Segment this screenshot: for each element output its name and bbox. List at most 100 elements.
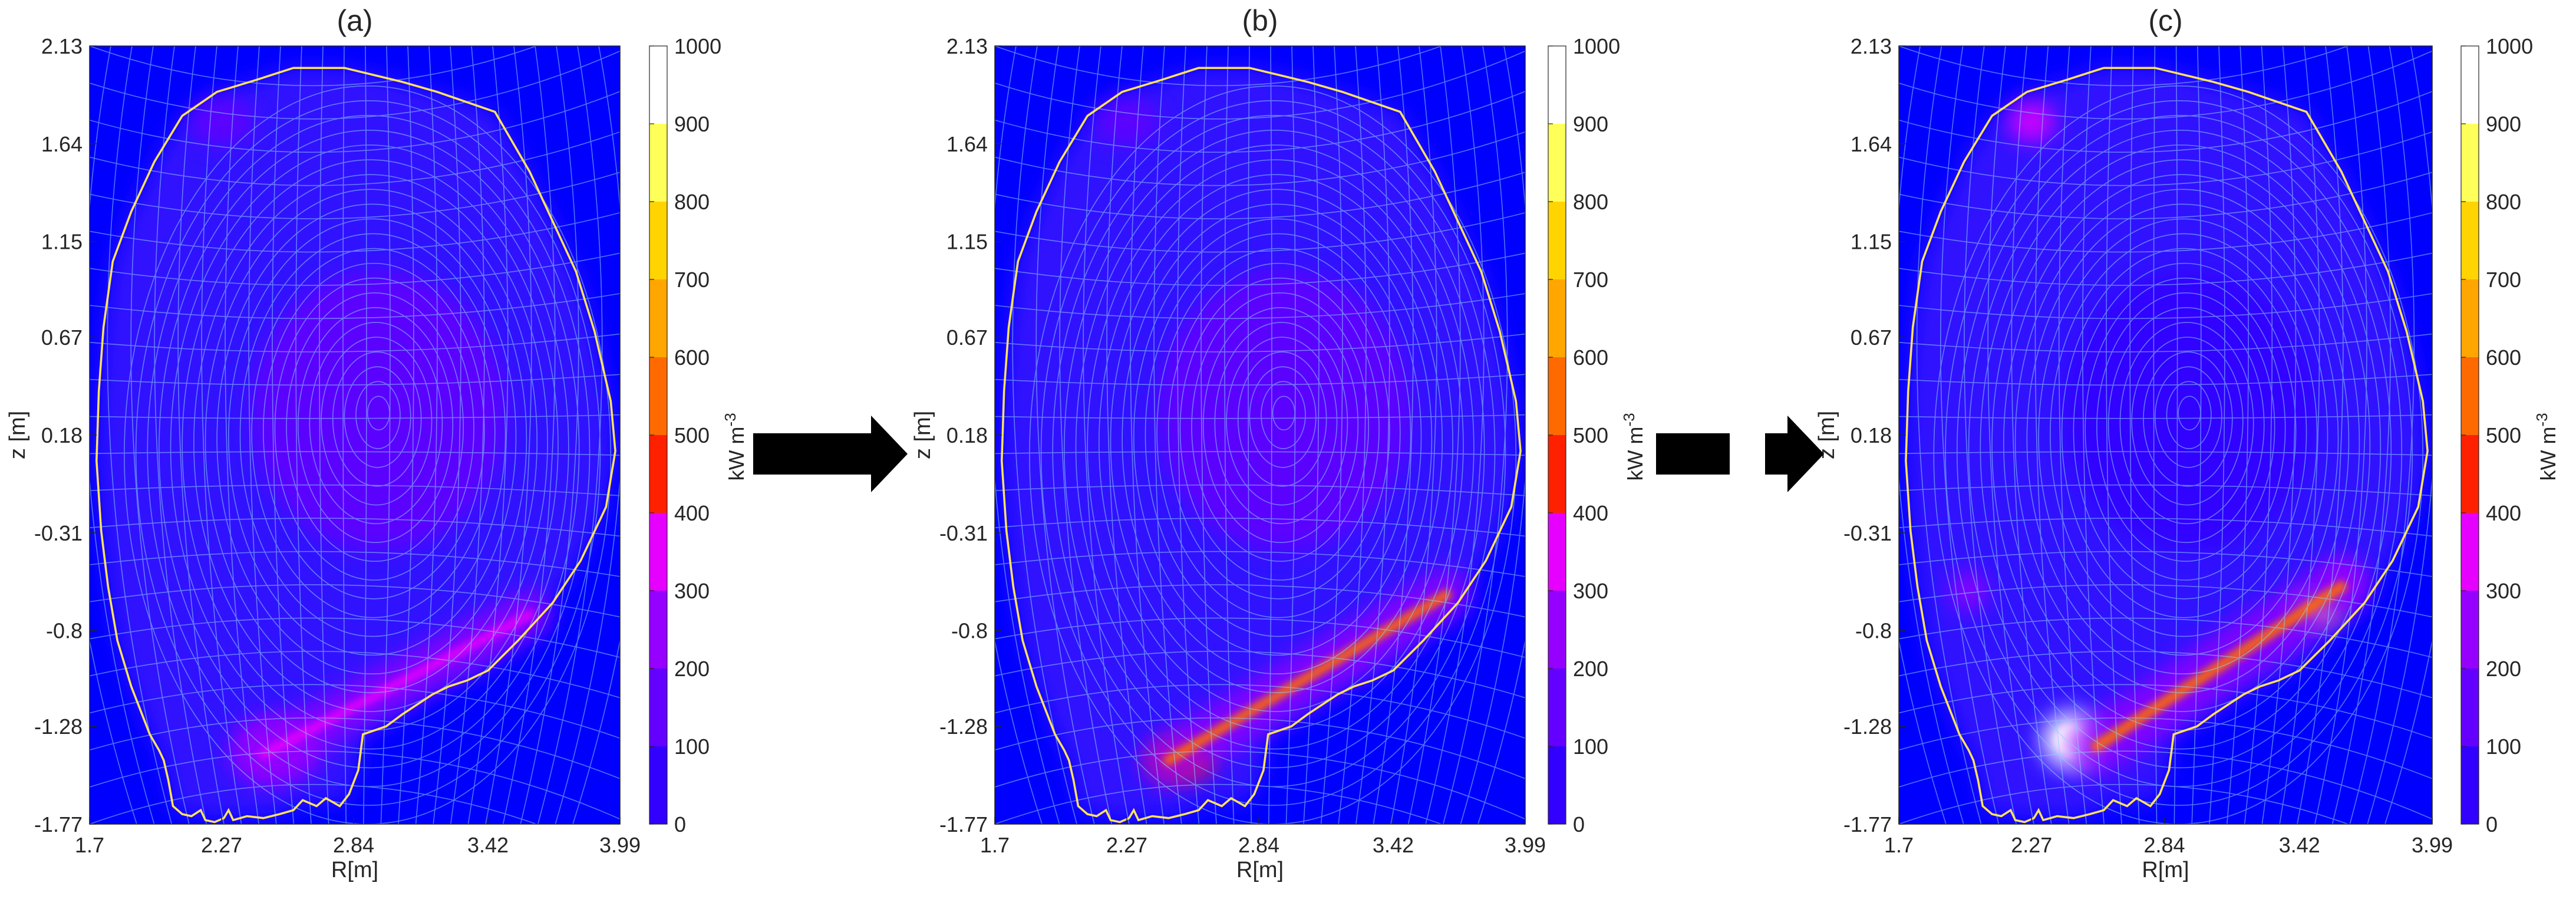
flux-surface: [1991, 159, 2371, 731]
y-tick-label: -1.77: [1843, 812, 1892, 836]
field-lines: [90, 46, 620, 824]
colorbar: 0 100 200 300 400 500 600 700 800 900 1000 kW m-3: [1548, 34, 1647, 836]
flux-surface: [159, 130, 580, 769]
colorbar-segment: [649, 591, 667, 668]
panel-b: (b) 1.7 2.27 2.84 3.42 3.99 R[m] 2.13 1.64 1.15 0.…: [911, 4, 1647, 882]
y-tick-label: 0.18: [946, 423, 988, 447]
field-line: [1899, 333, 2432, 353]
field-line: [1477, 46, 1525, 824]
flux-surface: [321, 337, 433, 506]
transition-arrow-b-to-c-shaft: [1656, 433, 1730, 475]
flux-surface: [1122, 203, 1433, 675]
colorbar-label: kW m-3: [721, 413, 748, 480]
flux-surface: [1202, 307, 1359, 544]
wall-outline: [1905, 67, 2429, 824]
field-line: [177, 46, 225, 824]
field-line: [154, 46, 207, 824]
field-line: [1106, 46, 1147, 824]
field-line: [90, 91, 620, 153]
colorbar-segment: [2461, 202, 2479, 279]
flux-surface: [2084, 277, 2286, 581]
colorbar-tick-label: 300: [1573, 579, 1608, 603]
field-line: [2227, 46, 2249, 824]
field-line: [502, 46, 556, 824]
field-line: [90, 684, 620, 739]
field-line: [398, 46, 414, 824]
y-tick-label: 2.13: [1851, 34, 1892, 58]
y-tick-label: 1.15: [41, 230, 83, 254]
field-line: [2011, 46, 2052, 824]
flux-surface: [1191, 292, 1369, 562]
field-line: [2129, 46, 2140, 824]
colorbar-label-exponent: -3: [2533, 413, 2551, 426]
field-line: [90, 484, 620, 496]
flux-surface: [1144, 233, 1411, 637]
y-axis-label: z [m]: [5, 411, 30, 459]
field-line: [90, 374, 620, 386]
field-line: [90, 783, 538, 824]
field-line: [2244, 46, 2273, 824]
flux-surface: [2038, 218, 2328, 656]
colorbar: 0 100 200 300 400 500 600 700 800 900 1000 kW m-3: [2460, 34, 2560, 836]
field-line: [1355, 46, 1390, 824]
field-line: [90, 212, 620, 253]
colorbar-tick-label: 900: [674, 112, 710, 136]
flux-surface: [1110, 189, 1443, 693]
colorbar-segment: [2461, 668, 2479, 746]
colorbar-segment: [1548, 202, 1566, 279]
field-line: [433, 46, 461, 824]
field-line: [1153, 46, 1182, 824]
colorbar-segment: [1548, 746, 1566, 824]
field-lines: [1899, 46, 2432, 824]
colorbar-segment: [649, 46, 667, 124]
field-line: [90, 451, 620, 456]
field-line: [90, 584, 620, 618]
flux-surface: [2166, 381, 2212, 449]
field-line: [995, 750, 1525, 820]
field-line: [1899, 212, 2432, 253]
field-line: [995, 374, 1525, 386]
x-tick-label: 1.7: [980, 833, 1010, 857]
field-line: [90, 651, 620, 699]
colorbar-tick-label: 400: [1573, 501, 1608, 525]
panel-a: (a) 1.7 2.27 2.84 3.42 3.99 R[m] 2.13 1.64 1.15 0.…: [5, 4, 748, 882]
field-line: [1899, 50, 2432, 120]
colorbar-tick-label: 100: [674, 735, 710, 759]
colorbar-tick-label: 400: [674, 501, 710, 525]
x-tick-label: 1.7: [1884, 833, 1914, 857]
colorbar-tick-label: 0: [1573, 812, 1585, 836]
flux-surface: [332, 351, 422, 487]
field-line: [363, 46, 367, 824]
y-tick-label: 1.15: [946, 230, 988, 254]
field-line: [248, 46, 277, 824]
x-axis-label: R[m]: [2142, 858, 2189, 882]
field-line: [1248, 46, 1252, 824]
y-tick-label: -0.8: [46, 619, 83, 643]
flux-surface: [344, 366, 411, 468]
flux-surface: [355, 381, 401, 449]
panel-title: (a): [337, 4, 372, 37]
field-line: [225, 46, 259, 824]
colorbar-segment: [2461, 46, 2479, 124]
field-line: [995, 651, 1525, 699]
colorbar-tick-label: 500: [1573, 423, 1608, 447]
flux-surface: [239, 233, 506, 637]
field-line: [1940, 46, 2000, 824]
field-line: [1899, 584, 2432, 618]
field-line: [1964, 46, 2017, 824]
field-line: [995, 333, 1525, 353]
field-line: [1268, 46, 1272, 824]
y-tick-label: -1.28: [34, 714, 83, 739]
flux-surface: [309, 322, 443, 525]
x-tick-label: 3.42: [1373, 833, 1414, 857]
field-line: [2279, 46, 2320, 824]
x-tick-label: 2.27: [2011, 833, 2052, 857]
colorbar-segment: [649, 746, 667, 824]
y-tick-label: -1.28: [939, 714, 988, 739]
field-line: [995, 293, 1525, 320]
field-line: [1899, 684, 2432, 739]
flux-surface: [2050, 233, 2318, 637]
y-tick-label: -0.31: [939, 521, 988, 545]
colorbar-tick-label: 600: [674, 345, 710, 370]
field-line: [1899, 518, 2432, 537]
